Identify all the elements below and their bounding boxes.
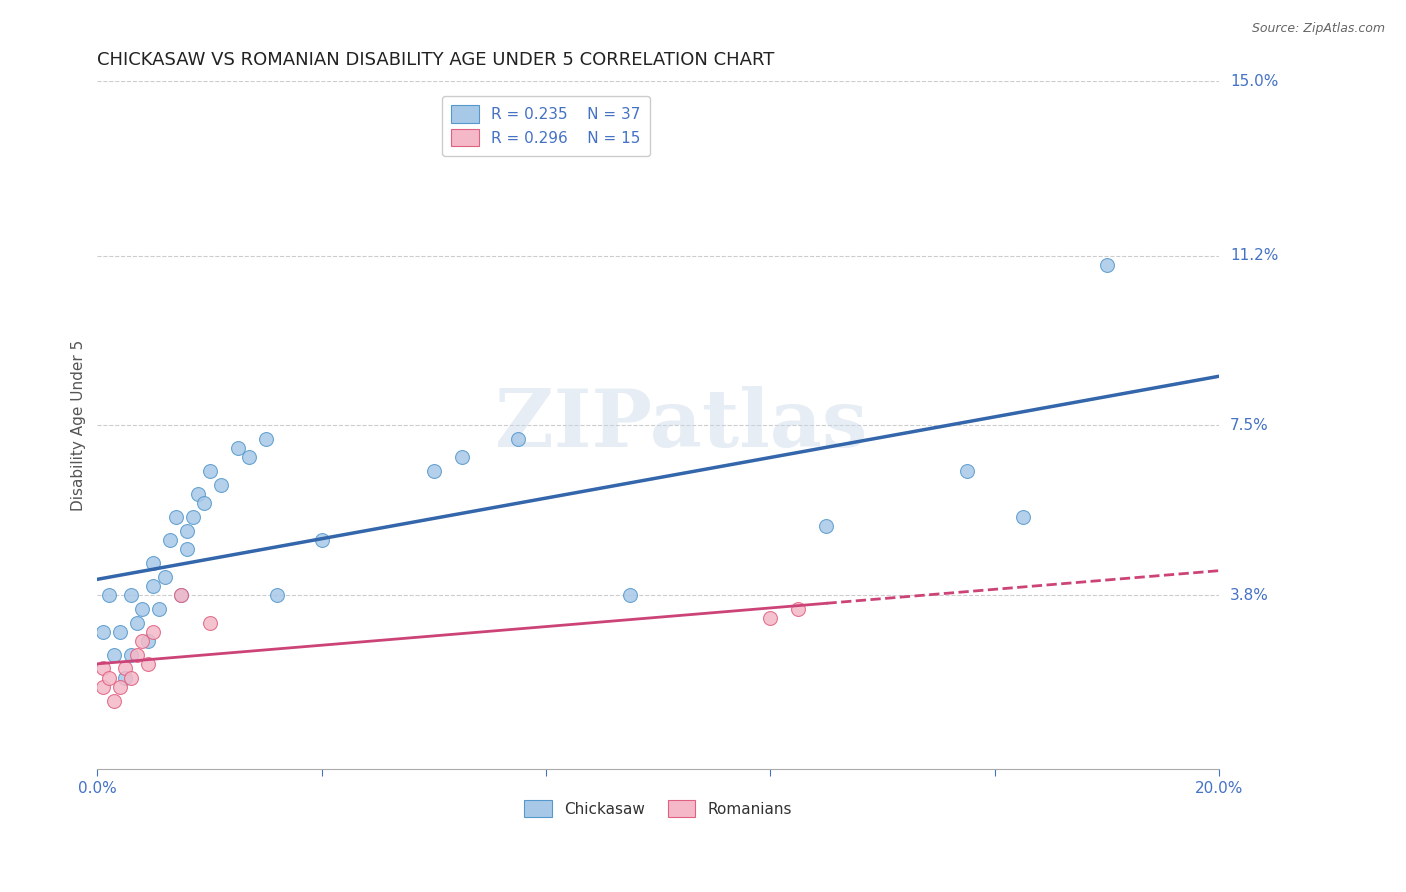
Point bbox=[131, 601, 153, 615]
Text: 11.2%: 11.2% bbox=[1230, 248, 1278, 263]
Point bbox=[142, 624, 165, 639]
Point bbox=[266, 588, 288, 602]
Point bbox=[91, 661, 114, 675]
Text: CHICKASAW VS ROMANIAN DISABILITY AGE UNDER 5 CORRELATION CHART: CHICKASAW VS ROMANIAN DISABILITY AGE UND… bbox=[97, 51, 775, 69]
Text: 15.0%: 15.0% bbox=[1230, 74, 1278, 89]
Point bbox=[136, 657, 159, 671]
Point bbox=[1011, 510, 1033, 524]
Point bbox=[238, 450, 260, 465]
Point bbox=[125, 615, 148, 630]
Point bbox=[120, 648, 142, 662]
Point bbox=[170, 588, 193, 602]
Point bbox=[120, 588, 142, 602]
Text: Source: ZipAtlas.com: Source: ZipAtlas.com bbox=[1251, 22, 1385, 36]
Text: ZIPatlas: ZIPatlas bbox=[495, 386, 866, 465]
Point bbox=[97, 588, 120, 602]
Point bbox=[254, 432, 277, 446]
Point bbox=[165, 510, 187, 524]
Point bbox=[103, 648, 125, 662]
Point bbox=[148, 601, 170, 615]
Point bbox=[506, 432, 529, 446]
Point bbox=[108, 680, 131, 694]
Point bbox=[815, 519, 838, 533]
Point bbox=[787, 601, 810, 615]
Point bbox=[125, 648, 148, 662]
Point bbox=[181, 510, 204, 524]
Text: 3.8%: 3.8% bbox=[1230, 588, 1270, 602]
Point bbox=[103, 693, 125, 707]
Point bbox=[619, 588, 641, 602]
Point bbox=[423, 464, 446, 478]
Point bbox=[209, 478, 232, 492]
Point bbox=[131, 633, 153, 648]
Point bbox=[142, 579, 165, 593]
Point bbox=[97, 671, 120, 685]
Point bbox=[170, 588, 193, 602]
Point bbox=[136, 633, 159, 648]
Text: 7.5%: 7.5% bbox=[1230, 417, 1268, 433]
Point bbox=[108, 624, 131, 639]
Point bbox=[187, 487, 209, 501]
Point bbox=[142, 556, 165, 570]
Point bbox=[198, 464, 221, 478]
Point bbox=[114, 661, 136, 675]
Y-axis label: Disability Age Under 5: Disability Age Under 5 bbox=[72, 340, 86, 511]
Point bbox=[159, 533, 181, 547]
Point bbox=[120, 671, 142, 685]
Point bbox=[91, 624, 114, 639]
Point bbox=[451, 450, 474, 465]
Point bbox=[114, 671, 136, 685]
Legend: Chickasaw, Romanians: Chickasaw, Romanians bbox=[519, 794, 799, 823]
Point bbox=[91, 680, 114, 694]
Point bbox=[176, 542, 198, 557]
Point bbox=[1095, 258, 1118, 272]
Point bbox=[956, 464, 979, 478]
Point bbox=[176, 524, 198, 538]
Point bbox=[153, 569, 176, 583]
Point bbox=[311, 533, 333, 547]
Point bbox=[193, 496, 215, 510]
Point bbox=[198, 615, 221, 630]
Point bbox=[759, 611, 782, 625]
Point bbox=[226, 442, 249, 456]
